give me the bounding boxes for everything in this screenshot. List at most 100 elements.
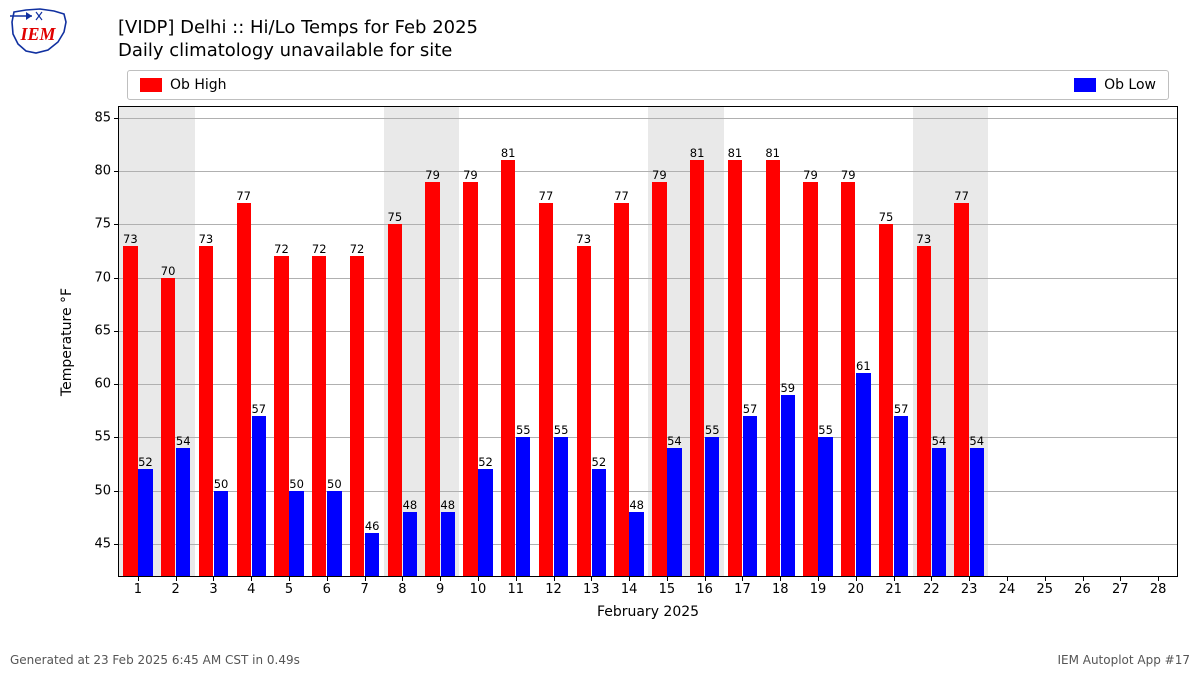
bar-label-low: 55 [818,423,833,437]
bar-label-high: 79 [803,168,818,182]
xtick-label: 15 [659,582,676,597]
bar-label-high: 79 [652,168,667,182]
plot-area: Temperature °F February 2025 45505560657… [118,106,1178,577]
bar-low [554,437,568,576]
ytick-mark [114,491,119,492]
bar-low [781,395,795,576]
xtick-mark [856,576,857,581]
bar-label-high: 73 [917,232,932,246]
bar-high [199,246,213,576]
xtick-label: 6 [323,582,331,597]
bar-label-high: 75 [879,210,894,224]
bar-label-low: 59 [780,381,795,395]
xtick-mark [1045,576,1046,581]
bar-label-low: 55 [705,423,720,437]
bar-label-low: 57 [894,402,909,416]
xtick-mark [478,576,479,581]
title-line1: [VIDP] Delhi :: Hi/Lo Temps for Feb 2025 [118,17,478,40]
legend-label-high: Ob High [170,77,227,93]
y-axis-label: Temperature °F [59,287,75,395]
bar-label-low: 50 [289,477,304,491]
ytick-label: 80 [94,163,111,178]
bar-low [138,469,152,576]
bar-high [425,182,439,576]
ytick-label: 55 [94,430,111,445]
bar-label-high: 75 [388,210,403,224]
xtick-mark [440,576,441,581]
ytick-label: 60 [94,377,111,392]
bar-high [841,182,855,576]
xtick-mark [591,576,592,581]
xtick-mark [1158,576,1159,581]
ytick-mark [114,118,119,119]
bar-label-high: 77 [236,189,251,203]
bar-label-high: 70 [161,264,176,278]
bar-low [667,448,681,576]
bar-label-low: 54 [969,434,984,448]
bar-label-high: 73 [199,232,214,246]
xtick-mark [554,576,555,581]
ytick-mark [114,384,119,385]
xtick-label: 3 [209,582,217,597]
bar-label-low: 54 [667,434,682,448]
bar-high [652,182,666,576]
xtick-label: 1 [134,582,142,597]
ytick-mark [114,171,119,172]
legend-item-high: Ob High [140,77,227,93]
bar-label-high: 81 [501,146,516,160]
bar-high [350,256,364,576]
xtick-label: 8 [398,582,406,597]
xtick-mark [138,576,139,581]
bar-high [501,160,515,576]
bar-low [365,533,379,576]
ytick-mark [114,544,119,545]
xtick-mark [516,576,517,581]
xtick-mark [327,576,328,581]
bar-label-high: 72 [350,242,365,256]
bar-label-high: 79 [463,168,478,182]
xtick-mark [705,576,706,581]
xtick-label: 13 [583,582,600,597]
xtick-label: 2 [172,582,180,597]
bar-high [274,256,288,576]
bar-low [252,416,266,576]
bar-label-high: 73 [576,232,591,246]
xtick-label: 7 [360,582,368,597]
bar-high [237,203,251,576]
bar-high [577,246,591,576]
xtick-label: 9 [436,582,444,597]
bar-label-low: 54 [932,434,947,448]
bar-high [388,224,402,576]
bar-low [970,448,984,576]
xtick-mark [969,576,970,581]
bar-high [728,160,742,576]
chart: Ob High Ob Low Temperature °F February 2… [118,70,1178,615]
xtick-mark [780,576,781,581]
bar-label-low: 57 [743,402,758,416]
bar-low [403,512,417,576]
bar-label-low: 61 [856,359,871,373]
bar-label-low: 55 [554,423,569,437]
xtick-label: 26 [1074,582,1091,597]
bar-label-low: 50 [327,477,342,491]
xtick-label: 28 [1150,582,1167,597]
xtick-label: 22 [923,582,940,597]
xtick-mark [894,576,895,581]
xtick-label: 17 [734,582,751,597]
bar-high [614,203,628,576]
bar-label-high: 77 [954,189,969,203]
ytick-mark [114,224,119,225]
bar-label-high: 72 [274,242,289,256]
xtick-mark [1083,576,1084,581]
bar-high [766,160,780,576]
xtick-mark [667,576,668,581]
title-line2: Daily climatology unavailable for site [118,40,478,63]
bar-low [516,437,530,576]
bar-label-low: 50 [214,477,229,491]
xtick-mark [251,576,252,581]
bar-low [932,448,946,576]
bar-low [743,416,757,576]
bar-label-high: 81 [690,146,705,160]
ytick-label: 65 [94,323,111,338]
bar-label-low: 48 [629,498,644,512]
